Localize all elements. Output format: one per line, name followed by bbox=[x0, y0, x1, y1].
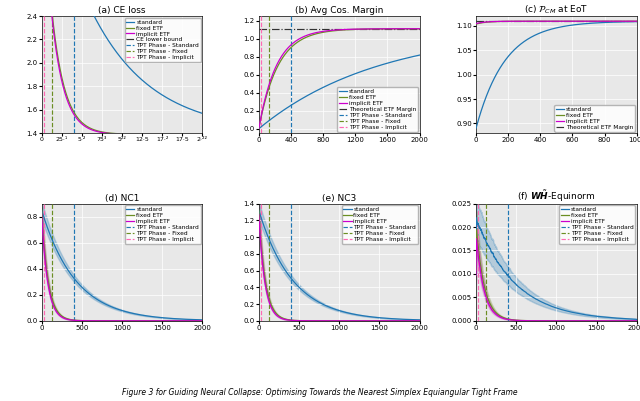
Legend: standard, fixed ETF, implicit ETF, Theoretical ETF Margin, TPT Phase - Standard,: standard, fixed ETF, implicit ETF, Theor… bbox=[337, 87, 418, 132]
Legend: standard, fixed ETF, implicit ETF, TPT Phase - Standard, TPT Phase - Fixed, TPT : standard, fixed ETF, implicit ETF, TPT P… bbox=[342, 205, 418, 244]
Text: Figure 3 for Guiding Neural Collapse: Optimising Towards the Nearest Simplex Equ: Figure 3 for Guiding Neural Collapse: Op… bbox=[122, 388, 518, 397]
Title: (a) CE loss: (a) CE loss bbox=[99, 6, 146, 15]
Title: (f) $\boldsymbol{W}\tilde{\boldsymbol{H}}$-Equinorm: (f) $\boldsymbol{W}\tilde{\boldsymbol{H}… bbox=[517, 188, 595, 204]
Legend: standard, fixed ETF, implicit ETF, TPT Phase - Standard, TPT Phase - Fixed, TPT : standard, fixed ETF, implicit ETF, TPT P… bbox=[125, 205, 201, 244]
Title: (d) NC1: (d) NC1 bbox=[105, 194, 140, 203]
Legend: standard, fixed ETF, implicit ETF, CE lower bound, TPT Phase - Standard, TPT Pha: standard, fixed ETF, implicit ETF, CE lo… bbox=[125, 18, 201, 62]
Title: (b) Avg Cos. Margin: (b) Avg Cos. Margin bbox=[295, 6, 383, 15]
Title: (c) $\mathcal{P}_{CM}$ at EoT: (c) $\mathcal{P}_{CM}$ at EoT bbox=[524, 4, 589, 16]
Title: (e) NC3: (e) NC3 bbox=[322, 194, 356, 203]
Legend: standard, fixed ETF, implicit ETF, Theoretical ETF Margin: standard, fixed ETF, implicit ETF, Theor… bbox=[554, 105, 635, 132]
Legend: standard, fixed ETF, implicit ETF, TPT Phase - Standard, TPT Phase - Fixed, TPT : standard, fixed ETF, implicit ETF, TPT P… bbox=[559, 205, 635, 244]
